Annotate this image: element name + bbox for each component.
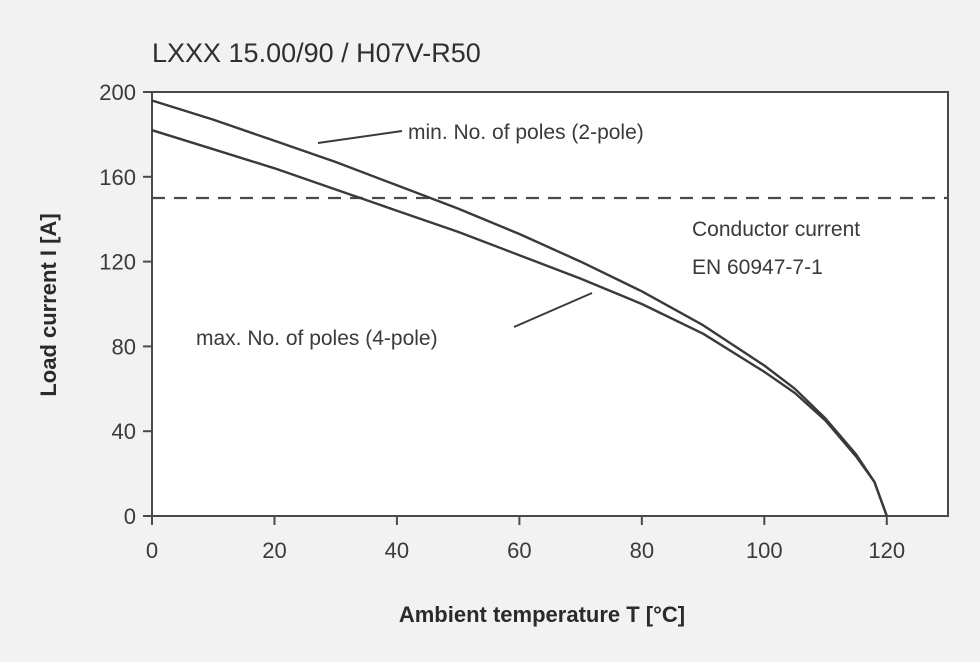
y-tick-label: 80 (112, 334, 136, 359)
x-tick-label: 40 (385, 538, 409, 563)
y-tick-label: 40 (112, 419, 136, 444)
annotation-leader-2-pole (317, 130, 403, 144)
x-tick-label: 0 (146, 538, 158, 563)
x-tick-label: 80 (630, 538, 654, 563)
x-tick-label: 20 (262, 538, 286, 563)
y-tick-label: 200 (99, 80, 136, 105)
annotation-2-pole: min. No. of poles (2-pole) (408, 121, 644, 144)
x-tick-label: 120 (868, 538, 905, 563)
y-axis-label: Load current I [A] (36, 213, 61, 396)
reference-line-label: EN 60947-7-1 (692, 256, 823, 279)
x-tick-label: 100 (746, 538, 783, 563)
y-tick-label: 120 (99, 250, 136, 275)
chart-title: LXXX 15.00/90 / H07V-R50 (152, 38, 481, 68)
y-tick-label: 0 (124, 504, 136, 529)
x-tick-label: 60 (507, 538, 531, 563)
series-line-2-pole (151, 99, 888, 517)
x-axis-label: Ambient temperature T [°C] (399, 602, 685, 627)
plot-area (151, 91, 949, 517)
annotation-4-pole: max. No. of poles (4-pole) (196, 327, 438, 350)
y-tick-label: 160 (99, 165, 136, 190)
annotation-leader-4-pole (513, 292, 593, 328)
series-line-4-pole (151, 129, 888, 517)
reference-line-label: Conductor current (692, 218, 860, 241)
